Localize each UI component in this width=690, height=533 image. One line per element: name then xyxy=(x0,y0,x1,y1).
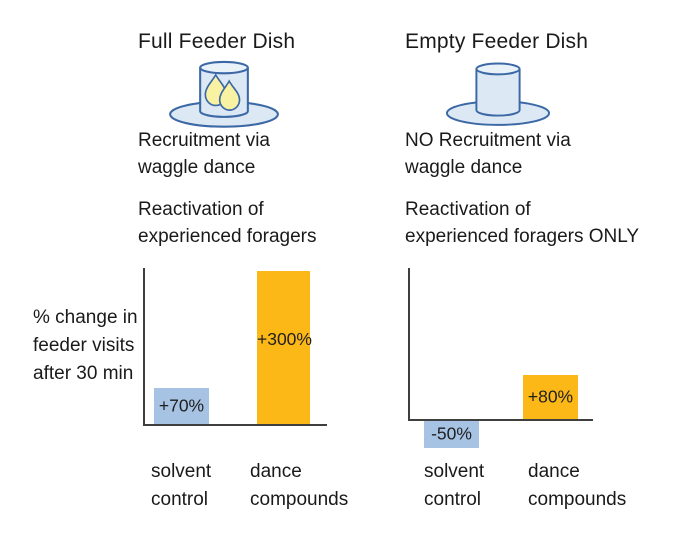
left-y-axis xyxy=(143,268,145,426)
full-feeder-dish-icon xyxy=(167,56,281,129)
bar-solvent-control: +70% xyxy=(154,388,209,424)
left-reactivation-text: Reactivation of experienced foragers xyxy=(138,199,317,247)
bar-value-label: +80% xyxy=(527,386,574,407)
left-recruitment-text: Recruitment via waggle dance xyxy=(138,130,270,178)
bar-value-label: +70% xyxy=(158,395,205,416)
category-label-dance-compounds: dance compounds xyxy=(250,461,349,510)
right-x-axis xyxy=(408,419,593,421)
y-axis-label: % change in feeder visits after 30 min xyxy=(33,307,138,384)
bar-dance-compounds: +80% xyxy=(523,375,578,419)
left-x-axis xyxy=(143,424,327,426)
empty-feeder-dish-icon xyxy=(444,56,552,129)
right-y-axis xyxy=(408,268,410,421)
right-panel-title: Empty Feeder Dish xyxy=(405,30,589,53)
bar-solvent-control: -50% xyxy=(424,419,479,448)
left-chart: +70% +300% xyxy=(143,268,327,426)
bar-value-label: -50% xyxy=(431,423,472,443)
right-recruitment-text: NO Recruitment via waggle dance xyxy=(405,130,571,178)
bar-dance-compounds: +300% xyxy=(257,271,312,424)
category-label-dance-compounds: dance compounds xyxy=(528,461,627,510)
bar-value-label: +300% xyxy=(257,329,312,349)
category-label-solvent-control: solvent control xyxy=(151,461,212,510)
category-label-solvent-control: solvent control xyxy=(424,461,485,510)
left-panel-title: Full Feeder Dish xyxy=(138,30,296,53)
right-chart: -50% +80% xyxy=(408,268,593,448)
right-reactivation-text: Reactivation of experienced foragers ONL… xyxy=(405,199,640,247)
